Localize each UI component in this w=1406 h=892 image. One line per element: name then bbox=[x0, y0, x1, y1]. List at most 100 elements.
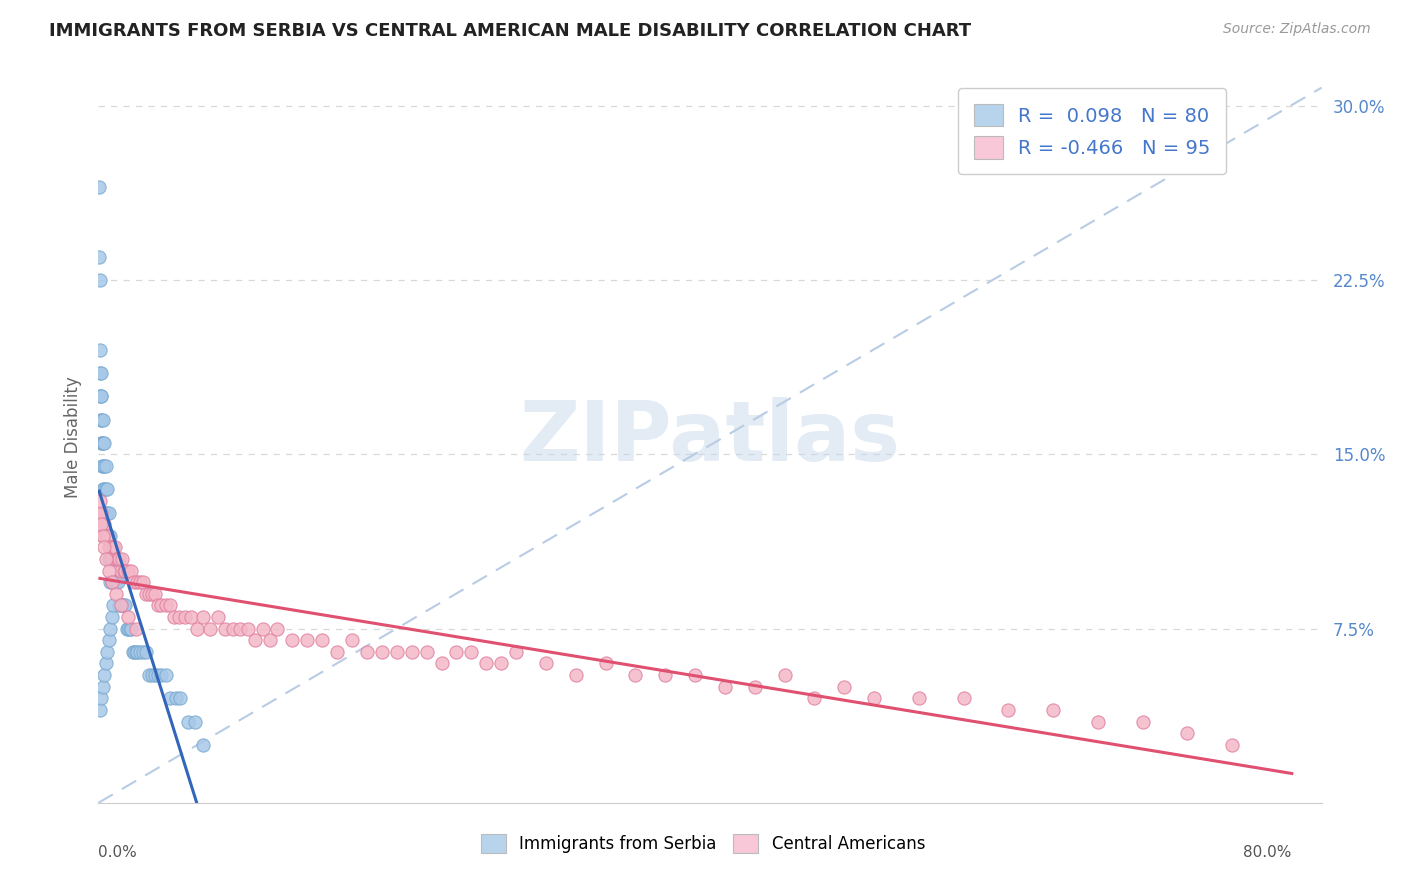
Point bbox=[207, 610, 229, 624]
Point bbox=[93, 483, 115, 497]
Point bbox=[111, 552, 134, 566]
Point bbox=[221, 622, 243, 636]
Point bbox=[90, 436, 112, 450]
Point bbox=[184, 714, 207, 729]
Point bbox=[146, 668, 169, 682]
Point bbox=[96, 645, 118, 659]
Point bbox=[96, 506, 118, 520]
Point bbox=[177, 714, 200, 729]
Point bbox=[96, 529, 118, 543]
Point bbox=[200, 622, 222, 636]
Point bbox=[93, 459, 115, 474]
Point bbox=[91, 529, 114, 543]
Point bbox=[91, 680, 114, 694]
Point bbox=[129, 575, 152, 590]
Point bbox=[1087, 714, 1109, 729]
Point bbox=[103, 541, 125, 555]
Point bbox=[122, 645, 145, 659]
Point bbox=[94, 459, 117, 474]
Point bbox=[259, 633, 281, 648]
Point bbox=[107, 552, 129, 566]
Point bbox=[97, 633, 120, 648]
Point bbox=[91, 529, 114, 543]
Point bbox=[91, 459, 114, 474]
Point bbox=[565, 668, 588, 682]
Point bbox=[103, 599, 125, 613]
Point bbox=[1177, 726, 1199, 740]
Point bbox=[94, 506, 117, 520]
Y-axis label: Male Disability: Male Disability bbox=[65, 376, 83, 498]
Point bbox=[266, 622, 288, 636]
Point bbox=[129, 645, 152, 659]
Point bbox=[163, 610, 186, 624]
Point bbox=[112, 599, 135, 613]
Point bbox=[243, 633, 266, 648]
Point bbox=[89, 366, 111, 380]
Point bbox=[91, 483, 114, 497]
Point bbox=[110, 599, 132, 613]
Point bbox=[371, 645, 394, 659]
Text: ZIPatlas: ZIPatlas bbox=[520, 397, 900, 477]
Point bbox=[112, 564, 135, 578]
Point bbox=[93, 668, 115, 682]
Point bbox=[281, 633, 304, 648]
Point bbox=[489, 657, 512, 671]
Point bbox=[138, 587, 160, 601]
Point bbox=[117, 610, 139, 624]
Point bbox=[90, 436, 112, 450]
Point bbox=[138, 668, 160, 682]
Point bbox=[96, 529, 118, 543]
Point bbox=[121, 645, 143, 659]
Point bbox=[683, 668, 706, 682]
Point bbox=[97, 541, 120, 555]
Text: Source: ZipAtlas.com: Source: ZipAtlas.com bbox=[1223, 22, 1371, 37]
Point bbox=[110, 564, 132, 578]
Point bbox=[108, 552, 131, 566]
Point bbox=[91, 412, 114, 426]
Point bbox=[141, 587, 163, 601]
Point bbox=[150, 599, 173, 613]
Point bbox=[104, 575, 127, 590]
Point bbox=[105, 575, 128, 590]
Point bbox=[90, 366, 112, 380]
Point bbox=[908, 691, 931, 706]
Point bbox=[98, 552, 121, 566]
Point bbox=[773, 668, 796, 682]
Point bbox=[94, 483, 117, 497]
Point bbox=[90, 389, 112, 403]
Point bbox=[863, 691, 886, 706]
Point bbox=[159, 599, 181, 613]
Point bbox=[624, 668, 647, 682]
Point bbox=[135, 645, 157, 659]
Point bbox=[505, 645, 527, 659]
Point bbox=[714, 680, 737, 694]
Point bbox=[229, 622, 252, 636]
Point bbox=[326, 645, 349, 659]
Point bbox=[135, 587, 157, 601]
Point bbox=[104, 552, 127, 566]
Point bbox=[1042, 703, 1064, 717]
Point bbox=[105, 587, 128, 601]
Point bbox=[89, 180, 111, 194]
Point bbox=[103, 552, 125, 566]
Point bbox=[832, 680, 855, 694]
Point bbox=[89, 343, 111, 357]
Point bbox=[115, 622, 138, 636]
Point bbox=[97, 552, 120, 566]
Point bbox=[91, 436, 114, 450]
Point bbox=[430, 657, 453, 671]
Point bbox=[98, 529, 121, 543]
Point bbox=[143, 668, 166, 682]
Point bbox=[97, 529, 120, 543]
Point bbox=[105, 552, 128, 566]
Point bbox=[111, 599, 134, 613]
Point bbox=[460, 645, 482, 659]
Point bbox=[385, 645, 408, 659]
Point bbox=[104, 541, 127, 555]
Point bbox=[93, 436, 115, 450]
Point bbox=[110, 599, 132, 613]
Point bbox=[101, 575, 124, 590]
Point bbox=[120, 564, 142, 578]
Point bbox=[165, 691, 187, 706]
Text: 0.0%: 0.0% bbox=[98, 845, 138, 860]
